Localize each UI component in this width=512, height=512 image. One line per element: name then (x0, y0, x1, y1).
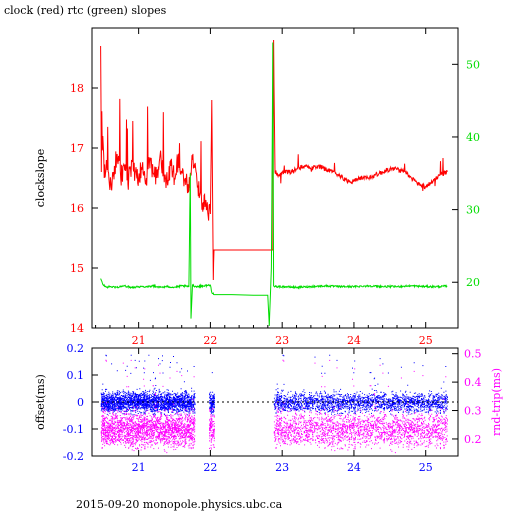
series-offset-dots (100, 354, 448, 417)
y2-tick-label: 40 (466, 131, 480, 144)
y2-tick-label: 0.5 (464, 348, 482, 361)
offset-chart: 21 22 23 24 25 -0.2 -0.1 0 0.1 0.2 0.2 0.3 0.4 0.5 off… (34, 342, 503, 474)
y-tick-label: 0.1 (67, 369, 85, 382)
y2-tick-label: 50 (466, 58, 480, 71)
y2-tick-label: 0.2 (464, 433, 482, 446)
series-rnd-trip-points (100, 359, 448, 454)
x-tick-label: 24 (347, 461, 361, 474)
series-rtc-line (100, 42, 448, 326)
y-tick-label: 0.2 (67, 342, 85, 355)
y-axis-label: offset(ms) (34, 374, 47, 430)
y-tick-label: 15 (70, 262, 84, 275)
y2-tick-label: 30 (466, 204, 480, 217)
series-clock-line (100, 39, 448, 281)
y2-axis-label: rnd-trip(ms) (490, 368, 503, 436)
y2-tick-label: 0.3 (464, 405, 482, 418)
footer-caption: 2015-09-20 monopole.physics.ubc.ca (76, 498, 283, 511)
plot-frame (91, 27, 459, 329)
series-offset-points (100, 354, 448, 417)
x-tick-label: 23 (275, 334, 289, 345)
x-tick-label: 21 (132, 334, 146, 345)
x-tick-label: 22 (203, 461, 217, 474)
y-tick-label: 16 (70, 202, 84, 215)
y2-tick-label: 20 (466, 276, 480, 289)
chart-title: clock (red) rtc (green) slopes (4, 4, 167, 17)
y-tick-label: 14 (70, 322, 84, 335)
series-rnd-trip-dots (100, 359, 448, 454)
y-tick-label: 0 (77, 396, 84, 409)
x-tick-label: 25 (419, 334, 433, 345)
y-tick-label: -0.2 (63, 450, 84, 463)
y-axis-label: clockslope (34, 149, 47, 207)
x-tick-label: 25 (419, 461, 433, 474)
x-tick-label: 24 (347, 334, 361, 345)
y-tick-label: 18 (70, 82, 84, 95)
x-tick-label: 23 (275, 461, 289, 474)
slopes-chart: 21 22 23 24 25 14 15 16 17 18 20 30 40 50 clockslope (34, 27, 480, 345)
y2-tick-label: 0.4 (464, 376, 482, 389)
x-tick-label: 22 (203, 334, 217, 345)
x-tick-label: 21 (132, 461, 146, 474)
y-tick-label: 17 (70, 142, 84, 155)
y-tick-label: -0.1 (63, 423, 84, 436)
